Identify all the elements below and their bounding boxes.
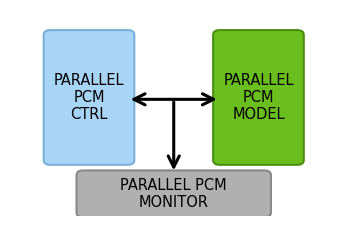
FancyBboxPatch shape	[77, 170, 271, 217]
Text: PARALLEL
PCM
MODEL: PARALLEL PCM MODEL	[223, 73, 294, 122]
FancyBboxPatch shape	[213, 30, 304, 165]
FancyBboxPatch shape	[44, 30, 134, 165]
Text: PARALLEL
PCM
CTRL: PARALLEL PCM CTRL	[54, 73, 124, 122]
Text: PARALLEL PCM
MONITOR: PARALLEL PCM MONITOR	[120, 178, 227, 210]
